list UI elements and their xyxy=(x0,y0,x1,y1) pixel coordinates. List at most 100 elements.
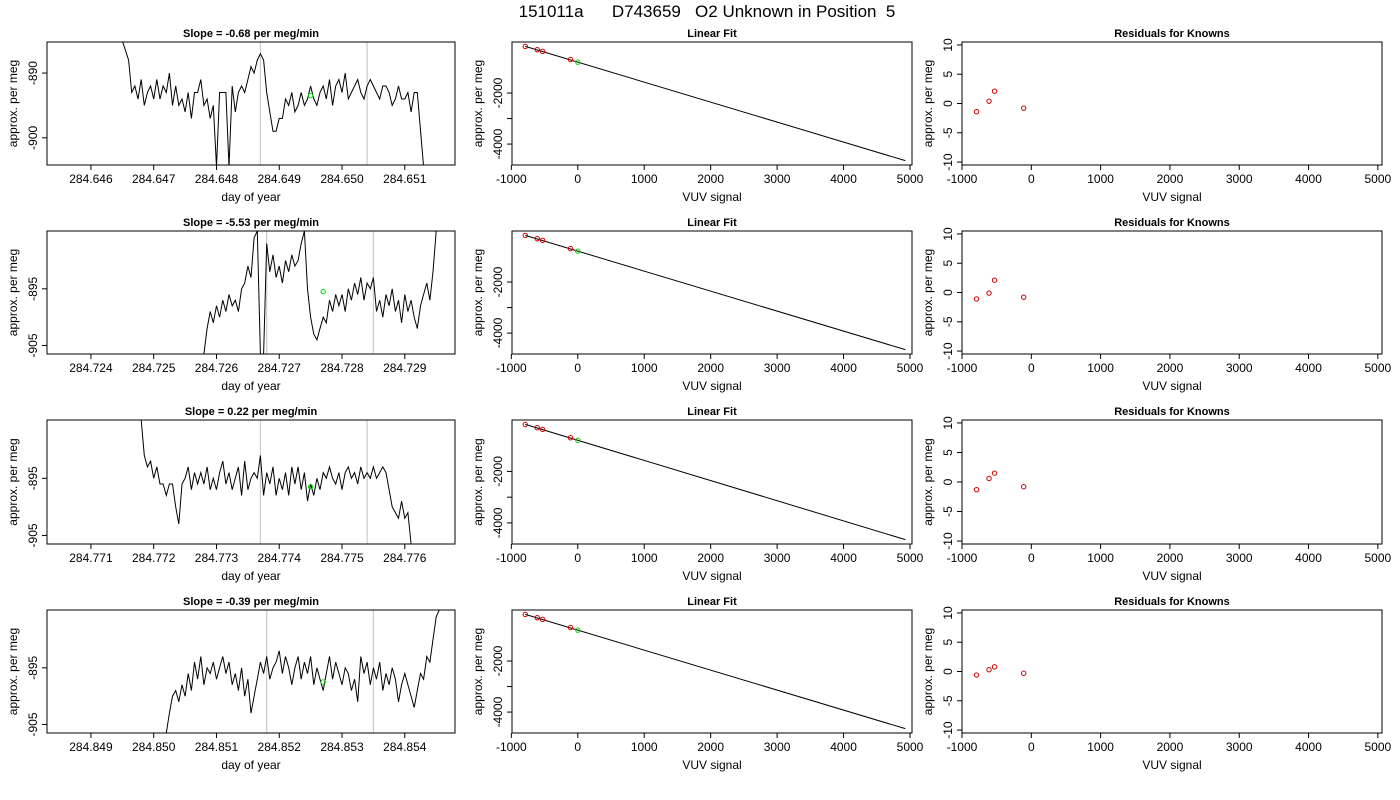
unknown-point xyxy=(575,627,581,633)
x-tick-label: 0 xyxy=(1028,172,1035,186)
panel-4-2: Linear Fit -1000 0 1000 2000 3000 4000 5000 -200… xyxy=(471,596,924,772)
x-tick-label: 284.849 xyxy=(69,740,113,754)
plot-area xyxy=(973,664,1027,678)
x-tick-label: 1000 xyxy=(631,551,658,565)
plot-area xyxy=(973,88,1027,115)
x-tick-label: 284.854 xyxy=(383,740,427,754)
x-axis-label: day of year xyxy=(221,758,280,772)
unknown-point xyxy=(575,248,581,254)
x-tick-label: 284.773 xyxy=(195,551,239,565)
known-point xyxy=(534,425,540,431)
y-axis-label: approx. per meg xyxy=(921,628,935,715)
residual-point xyxy=(1020,105,1027,111)
plot-area xyxy=(140,420,412,544)
known-point xyxy=(534,614,540,621)
y-axis-label: approx. per meg xyxy=(471,249,485,336)
plot-area xyxy=(973,277,1027,302)
x-tick-label: 2000 xyxy=(1157,172,1184,186)
x-tick-label: -1000 xyxy=(947,740,978,754)
y-axis-label: approx. per meg xyxy=(6,60,20,147)
y-tick-label: -10 xyxy=(941,532,955,550)
unknown-point xyxy=(575,437,581,444)
residual-point xyxy=(991,277,998,283)
plot-frame xyxy=(46,419,456,545)
x-tick-label: 3000 xyxy=(1226,172,1253,186)
y-tick-label: 5 xyxy=(941,71,955,78)
residual-point xyxy=(986,475,992,482)
y-axis-label: approx. per meg xyxy=(921,249,935,336)
x-tick-label: 5000 xyxy=(897,740,924,754)
y-tick-label: -4000 xyxy=(491,696,505,727)
x-tick-label: 5000 xyxy=(897,551,924,565)
y-tick-label: -895 xyxy=(26,655,40,679)
y-tick-label: -5 xyxy=(941,316,955,327)
x-tick-label: 284.646 xyxy=(69,172,113,186)
x-tick-label: 1000 xyxy=(1087,551,1114,565)
unknown-point xyxy=(575,59,581,65)
y-axis-label: approx. per meg xyxy=(471,60,485,147)
known-point xyxy=(539,237,546,244)
x-tick-label: -1000 xyxy=(496,361,527,375)
residual-point xyxy=(973,296,980,302)
x-tick-label: 284.726 xyxy=(195,361,239,375)
x-axis-label: VUV signal xyxy=(1142,379,1201,393)
signal-line xyxy=(165,610,440,733)
x-tick-label: 3000 xyxy=(764,172,791,186)
x-tick-label: -1000 xyxy=(947,361,978,375)
known-point xyxy=(522,232,528,239)
panel-2-1: Slope = -5.53 per meg/min 284.724 284.725 2… xyxy=(6,217,456,393)
y-tick-label: -905 xyxy=(26,523,40,547)
x-tick-label: 3000 xyxy=(764,361,791,375)
x-tick-label: 5000 xyxy=(897,361,924,375)
known-point xyxy=(567,435,574,441)
y-tick-label: -4000 xyxy=(491,507,505,538)
known-point xyxy=(522,43,528,50)
known-point xyxy=(534,235,540,242)
x-tick-label: 2000 xyxy=(1157,740,1184,754)
y-tick-label: 0 xyxy=(941,478,955,485)
x-tick-label: 284.725 xyxy=(132,361,176,375)
known-point xyxy=(539,48,546,55)
x-tick-label: 284.850 xyxy=(132,740,176,754)
y-tick-label: 5 xyxy=(941,449,955,456)
known-point xyxy=(522,611,528,618)
x-tick-label: 1000 xyxy=(631,361,658,375)
plot-frame xyxy=(511,419,913,545)
panel-title: Slope = 0.22 per meg/min xyxy=(185,406,318,418)
residual-point xyxy=(1020,484,1027,490)
y-tick-label: 10 xyxy=(941,227,955,241)
x-tick-label: -1000 xyxy=(947,551,978,565)
plot-area xyxy=(522,421,906,541)
y-axis-label: approx. per meg xyxy=(921,438,935,525)
y-tick-label: -4000 xyxy=(491,317,505,348)
x-tick-label: 2000 xyxy=(697,361,724,375)
panel-title: Slope = -5.53 per meg/min xyxy=(183,217,319,229)
y-tick-label: -905 xyxy=(26,333,40,357)
y-tick-label: 0 xyxy=(941,100,955,107)
y-tick-label: 10 xyxy=(941,606,955,620)
x-tick-label: 1000 xyxy=(631,172,658,186)
y-tick-label: -2000 xyxy=(491,266,505,297)
unknown-mean-marker xyxy=(307,484,314,490)
x-tick-label: 4000 xyxy=(1295,172,1322,186)
y-tick-label: -10 xyxy=(941,721,955,739)
panel-3-2: Linear Fit -1000 0 1000 2000 3000 4000 5000 -200… xyxy=(471,406,924,583)
x-tick-label: 5000 xyxy=(1364,361,1391,375)
x-tick-label: 1000 xyxy=(1087,172,1114,186)
x-tick-label: 284.649 xyxy=(258,172,302,186)
x-tick-label: 284.727 xyxy=(258,361,302,375)
plot-frame xyxy=(961,419,1383,545)
panel-title: Linear Fit xyxy=(687,28,737,40)
y-tick-label: 0 xyxy=(941,289,955,296)
x-tick-label: 4000 xyxy=(1295,361,1322,375)
fit-line xyxy=(525,45,906,162)
panel-title: Residuals for Knowns xyxy=(1114,217,1230,229)
panel-1-2: Linear Fit -1000 0 1000 2000 3000 4000 5000 -200… xyxy=(471,28,924,204)
x-tick-label: -1000 xyxy=(947,172,978,186)
y-tick-label: 10 xyxy=(941,416,955,430)
x-tick-label: -1000 xyxy=(496,740,527,754)
plot-frame xyxy=(511,230,913,355)
residual-point xyxy=(973,109,980,115)
x-tick-label: 3000 xyxy=(1226,551,1253,565)
